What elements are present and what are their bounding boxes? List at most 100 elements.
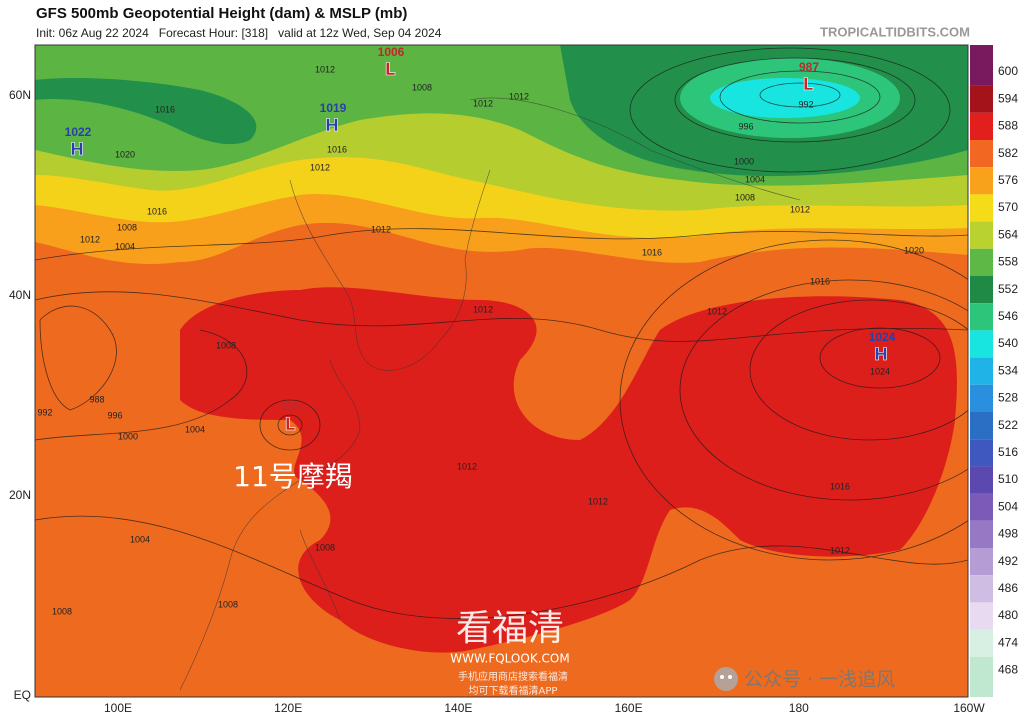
colorbar-label: 588 [998, 119, 1018, 133]
lon-label: 160W [953, 701, 985, 715]
contour-label: 1008 [218, 599, 238, 609]
colorbar-label: 528 [998, 391, 1018, 405]
colorbar-cell [970, 548, 993, 576]
storm-label: 11号摩羯 [233, 460, 353, 493]
contour-label: 1012 [371, 224, 391, 234]
colorbar-label: 576 [998, 173, 1018, 187]
contour-label: 1004 [185, 424, 205, 434]
pressure-center-letter: H [70, 140, 84, 160]
account-watermark: 公众号 · 一浅追风 [744, 669, 895, 691]
contour-label: 1012 [790, 204, 810, 214]
colorbar-cell [970, 656, 993, 684]
contour-label: 1000 [734, 156, 754, 166]
pressure-center-letter: L [385, 60, 396, 80]
contour-label: 1016 [155, 104, 175, 114]
colorbar-label: 474 [998, 635, 1018, 649]
pressure-center-value: 1019 [320, 101, 347, 115]
contour-label: 1012 [473, 304, 493, 314]
watermark-url: WWW.FQLOOK.COM [450, 652, 569, 666]
map [34, 44, 969, 698]
contour-label: 1008 [216, 340, 236, 350]
pressure-center-value: 986 [281, 400, 301, 414]
colorbar-label: 516 [998, 445, 1018, 459]
colorbar-cell [970, 330, 993, 358]
contour-label: 1008 [412, 82, 432, 92]
colorbar-cell [970, 629, 993, 657]
colorbar-cell [970, 520, 993, 548]
watermark-line: 均可下载看福清APP [469, 684, 558, 697]
contour-label: 1012 [457, 461, 477, 471]
colorbar-label: 510 [998, 472, 1018, 486]
colorbar-cell [970, 303, 993, 331]
wechat-badge [714, 667, 738, 691]
lon-label: 160E [615, 701, 643, 715]
colorbar-label: 552 [998, 282, 1018, 296]
pressure-center-letter: L [285, 415, 296, 435]
contour-label: 1004 [130, 534, 150, 544]
contour-label: 1008 [735, 192, 755, 202]
colorbar-label: 558 [998, 255, 1018, 269]
colorbar-cell [970, 221, 993, 249]
colorbar-label: 522 [998, 418, 1018, 432]
colorbar-label: 486 [998, 581, 1018, 595]
pressure-center-letter: H [325, 116, 339, 136]
colorbar-label: 498 [998, 527, 1018, 541]
colorbar-label: 534 [998, 363, 1018, 377]
pressure-center-letter: L [803, 75, 814, 95]
contour-label: 1008 [117, 222, 137, 232]
lat-label: 40N [9, 288, 31, 302]
colorbar-cell [970, 602, 993, 630]
colorbar-cell [970, 384, 993, 412]
colorbar-label: 540 [998, 336, 1018, 350]
colorbar-label: 594 [998, 91, 1018, 105]
contour-label: 1012 [509, 91, 529, 101]
contour-label: 1008 [315, 542, 335, 552]
watermark-brand: 看福清 [456, 608, 564, 649]
colorbar-label: 600 [998, 64, 1018, 78]
colorbar-cell [970, 194, 993, 222]
pressure-center-value: 1022 [65, 125, 92, 139]
colorbar-cell [970, 357, 993, 385]
title: GFS 500mb Geopotential Height (dam) & MS… [36, 5, 407, 22]
contour-label: 1012 [80, 234, 100, 244]
contour-label: 996 [738, 121, 753, 131]
lon-label: 180 [789, 701, 809, 715]
contour-label: 992 [798, 99, 813, 109]
contour-label: 1016 [327, 144, 347, 154]
colorbar-cell [970, 248, 993, 276]
contour-label: 1016 [810, 276, 830, 286]
colorbar-label: 546 [998, 309, 1018, 323]
lon-label: 140E [444, 701, 472, 715]
contour-label: 1012 [830, 545, 850, 555]
contour-label: 1020 [115, 149, 135, 159]
pressure-center-value: 1006 [378, 45, 405, 59]
colorbar-cell [970, 493, 993, 521]
colorbar-label: 504 [998, 499, 1018, 513]
colorbar-cell [970, 276, 993, 304]
contour-label: 1012 [588, 496, 608, 506]
colorbar-cell [970, 575, 993, 603]
contour-label: 1020 [904, 245, 924, 255]
pressure-center-value: 1024 [869, 330, 896, 344]
contour-label: 1012 [310, 162, 330, 172]
contour-label: 1016 [147, 206, 167, 216]
contour-label: 988 [89, 394, 104, 404]
lat-label: 60N [9, 88, 31, 102]
colorbar-cell [970, 466, 993, 494]
contour-label: 1012 [473, 98, 493, 108]
contour-label: 1000 [118, 431, 138, 441]
contour-label: 1008 [52, 606, 72, 616]
colorbar: 600 594 588 582 576 570 564 558 552 546 540 534 528 5… [970, 45, 1018, 697]
colorbar-cell [970, 85, 993, 113]
colorbar-cell [970, 167, 993, 195]
colorbar-cell [970, 412, 993, 440]
contour-label: 1012 [707, 306, 727, 316]
colorbar-label: 468 [998, 663, 1018, 677]
contour-label: 1016 [642, 247, 662, 257]
colorbar-cell [970, 140, 993, 168]
contour-label: 996 [107, 410, 122, 420]
colorbar-label: 564 [998, 227, 1018, 241]
colorbar-label: 480 [998, 608, 1018, 622]
contour-label: 1024 [870, 366, 890, 376]
